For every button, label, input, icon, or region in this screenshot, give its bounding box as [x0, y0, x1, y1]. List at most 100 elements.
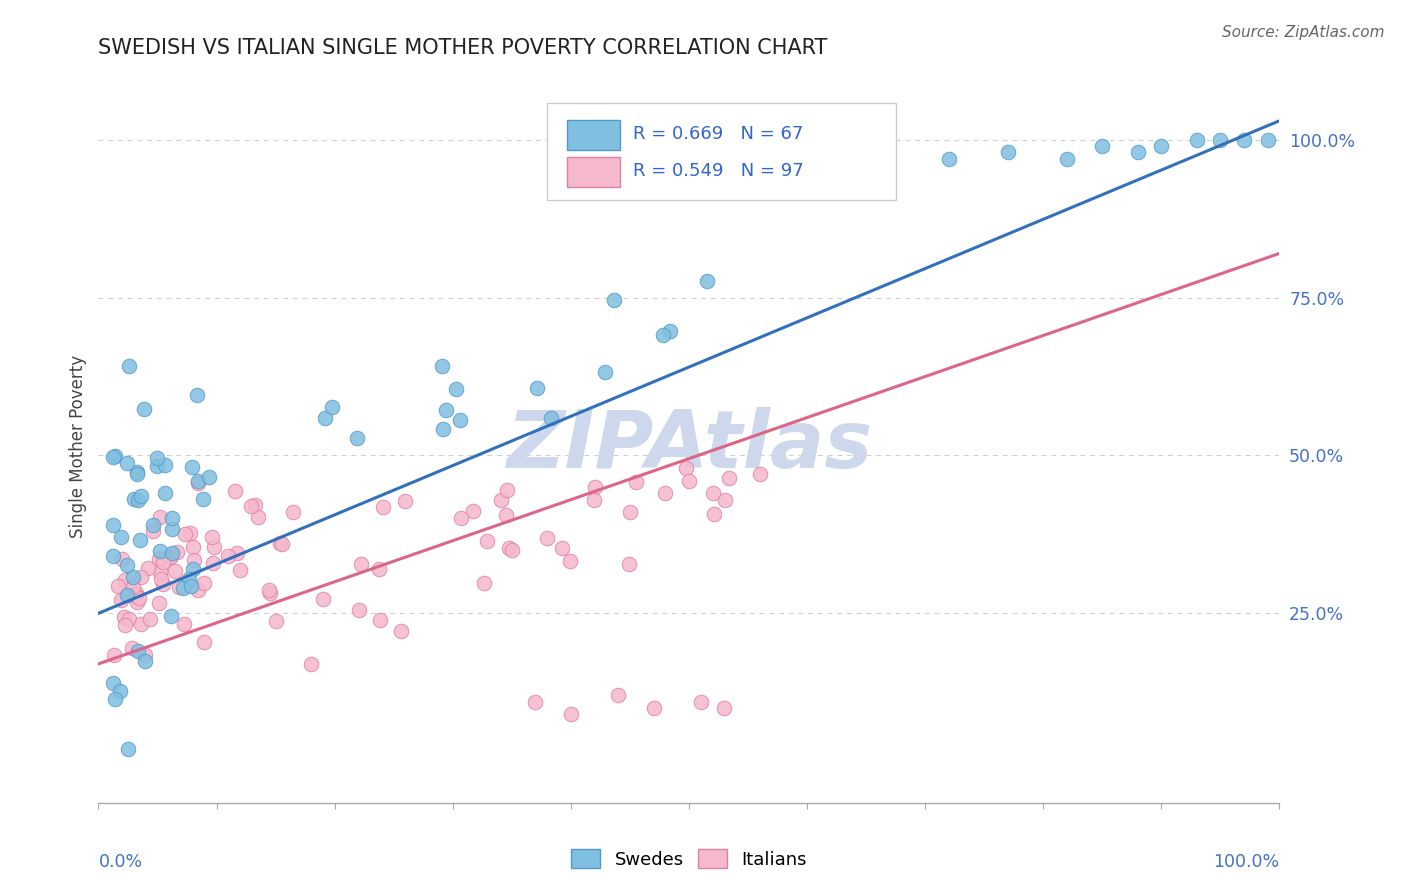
Point	[125, 465, 148, 479]
Point	[181, 562, 204, 576]
Point	[103, 692, 125, 706]
Point	[159, 549, 181, 563]
Point	[153, 486, 176, 500]
Legend: Swedes, Italians: Swedes, Italians	[564, 842, 814, 876]
Point	[110, 684, 132, 698]
Point	[186, 475, 208, 490]
Point	[314, 411, 336, 425]
Point	[243, 498, 266, 512]
Point	[180, 579, 202, 593]
Point	[450, 511, 472, 525]
Point	[1185, 133, 1208, 147]
Point	[202, 556, 225, 570]
Point	[311, 592, 333, 607]
Point	[1091, 139, 1114, 153]
Point	[160, 511, 183, 525]
Point	[702, 486, 724, 500]
Point	[475, 534, 498, 549]
Point	[114, 573, 136, 587]
Point	[101, 549, 124, 563]
Point	[321, 400, 343, 414]
Point	[247, 509, 270, 524]
Point	[124, 588, 146, 602]
Point	[181, 540, 204, 554]
Point	[560, 707, 582, 722]
Point	[180, 459, 202, 474]
Point	[107, 578, 129, 592]
Point	[172, 581, 194, 595]
Point	[678, 474, 700, 488]
Point	[136, 561, 159, 575]
Point	[449, 413, 471, 427]
Point	[118, 359, 141, 374]
Point	[127, 595, 149, 609]
Point	[110, 592, 132, 607]
Point	[134, 401, 156, 416]
Point	[152, 555, 174, 569]
Point	[114, 618, 136, 632]
Point	[498, 541, 520, 555]
Point	[103, 450, 125, 464]
Point	[191, 491, 214, 506]
Point	[177, 572, 200, 586]
Point	[142, 524, 165, 538]
Point	[938, 152, 960, 166]
Point	[169, 580, 191, 594]
Point	[659, 324, 682, 338]
Point	[122, 570, 145, 584]
Point	[148, 596, 170, 610]
Point	[434, 403, 457, 417]
Point	[444, 382, 467, 396]
Point	[128, 591, 150, 605]
Point	[150, 572, 173, 586]
Point	[124, 585, 146, 599]
Point	[187, 474, 209, 488]
Point	[626, 475, 648, 490]
Point	[1150, 139, 1173, 153]
Text: R = 0.549   N = 97: R = 0.549 N = 97	[634, 162, 804, 180]
Point	[179, 526, 201, 541]
Point	[127, 492, 149, 507]
Text: R = 0.669   N = 67: R = 0.669 N = 67	[634, 125, 804, 143]
Point	[997, 145, 1019, 160]
Point	[643, 701, 665, 715]
Point	[540, 411, 562, 425]
Point	[368, 613, 391, 627]
Point	[432, 422, 454, 436]
Point	[117, 558, 139, 573]
Point	[1126, 145, 1149, 160]
Point	[226, 546, 249, 560]
Point	[271, 536, 294, 550]
Text: 100.0%: 100.0%	[1213, 853, 1279, 871]
Point	[394, 493, 416, 508]
Point	[1233, 133, 1256, 147]
Point	[152, 576, 174, 591]
Point	[259, 583, 281, 598]
Point	[501, 543, 523, 558]
Point	[1257, 133, 1279, 147]
Point	[391, 624, 413, 638]
Point	[110, 530, 132, 544]
Point	[159, 550, 181, 565]
Point	[201, 530, 224, 544]
Point	[115, 456, 138, 470]
Point	[146, 451, 169, 466]
Point	[134, 654, 156, 668]
Point	[617, 558, 640, 572]
Point	[129, 533, 152, 548]
Point	[224, 483, 246, 498]
Point	[173, 616, 195, 631]
Point	[350, 558, 373, 572]
Bar	[567, 120, 620, 150]
Point	[713, 492, 735, 507]
Point	[193, 635, 215, 649]
Point	[602, 293, 624, 307]
Point	[186, 388, 208, 402]
Point	[117, 588, 139, 602]
Point	[432, 359, 454, 373]
Point	[187, 582, 209, 597]
Point	[675, 460, 697, 475]
Point	[148, 552, 170, 566]
Point	[127, 644, 149, 658]
Point	[536, 531, 558, 545]
